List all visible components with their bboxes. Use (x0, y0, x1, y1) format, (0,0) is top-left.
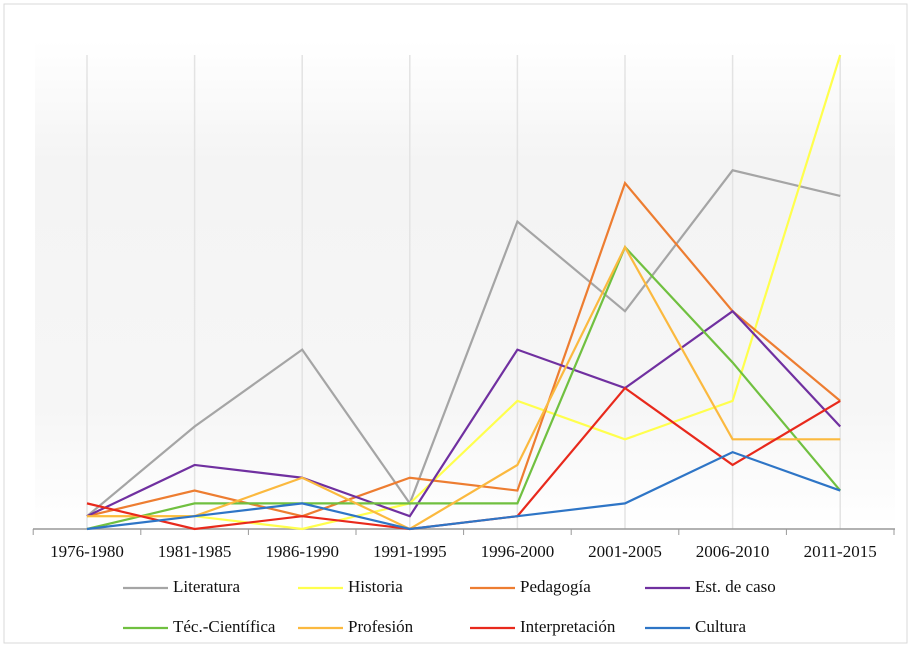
x-tick-label: 2001-2005 (588, 542, 662, 561)
x-tick-label: 2011-2015 (804, 542, 877, 561)
x-tick-label: 1976-1980 (50, 542, 124, 561)
x-tick-label: 1996-2000 (481, 542, 555, 561)
legend-label: Historia (348, 577, 403, 596)
legend-label: Téc.-Científica (173, 617, 276, 636)
series-line (86, 180, 841, 518)
legend-label: Est. de caso (695, 577, 776, 596)
series-line (86, 245, 842, 531)
legend-label: Profesión (348, 617, 414, 636)
legend-label: Interpretación (520, 617, 616, 636)
series-line (86, 309, 842, 518)
series-line (86, 450, 841, 531)
legend-label: Pedagogía (520, 577, 591, 596)
x-tick-label: 1981-1985 (158, 542, 232, 561)
legend-label: Cultura (695, 617, 746, 636)
series-line (86, 169, 841, 518)
legend-label: Literatura (173, 577, 240, 596)
x-tick-label: 1991-1995 (373, 542, 447, 561)
plot-background (35, 40, 895, 529)
x-tick-label: 2006-2010 (696, 542, 770, 561)
x-tick-label: 1986-1990 (265, 542, 339, 561)
series-line (87, 244, 841, 531)
